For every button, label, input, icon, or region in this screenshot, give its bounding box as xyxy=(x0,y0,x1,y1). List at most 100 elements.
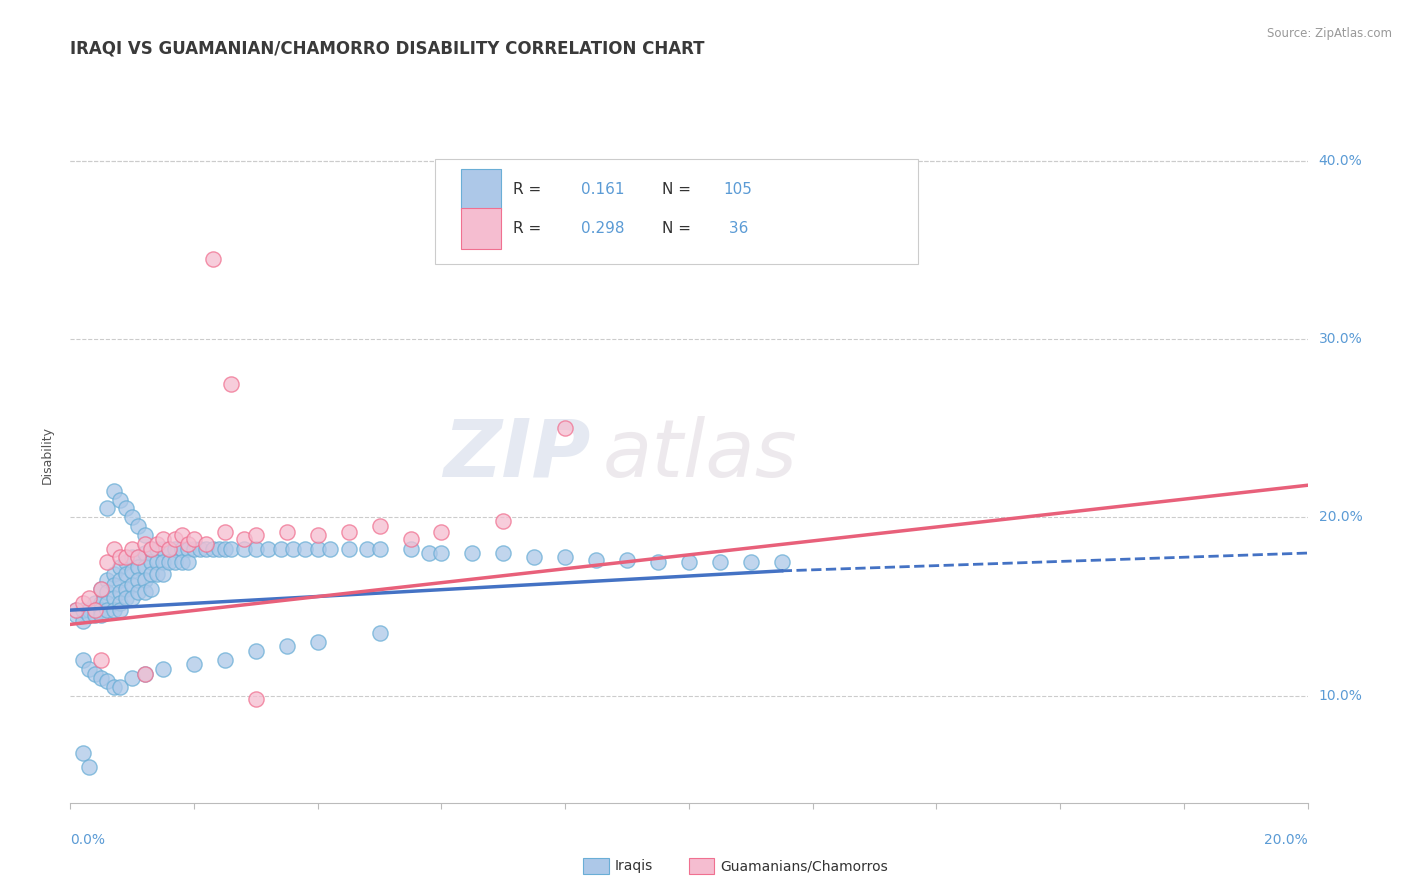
Point xyxy=(103,542,125,557)
Point xyxy=(77,662,100,676)
Point xyxy=(152,542,174,557)
Point xyxy=(84,608,107,623)
Point xyxy=(399,532,422,546)
Point xyxy=(127,573,149,587)
Point xyxy=(188,542,211,557)
Text: 36: 36 xyxy=(724,221,748,236)
Point xyxy=(72,603,94,617)
Point xyxy=(103,603,125,617)
Text: Source: ZipAtlas.com: Source: ZipAtlas.com xyxy=(1267,27,1392,40)
Point xyxy=(208,542,231,557)
Point xyxy=(183,542,205,557)
Point xyxy=(134,573,156,587)
Point xyxy=(77,760,100,774)
Text: ZIP: ZIP xyxy=(443,416,591,494)
Point xyxy=(139,582,162,596)
Point xyxy=(108,560,131,574)
Point xyxy=(307,635,329,649)
Point xyxy=(177,537,200,551)
Point xyxy=(281,542,304,557)
Text: N =: N = xyxy=(662,221,690,236)
Point xyxy=(96,555,118,569)
Point xyxy=(157,542,180,557)
Point xyxy=(77,591,100,605)
Text: R =: R = xyxy=(513,221,541,236)
Point xyxy=(740,555,762,569)
Point xyxy=(65,608,87,623)
Point xyxy=(152,662,174,676)
Point xyxy=(430,546,453,560)
Point xyxy=(115,549,138,564)
Point xyxy=(121,542,143,557)
Text: N =: N = xyxy=(662,182,690,196)
Point xyxy=(214,524,236,539)
Point xyxy=(770,555,793,569)
Point xyxy=(134,537,156,551)
Point xyxy=(492,546,515,560)
Point xyxy=(65,603,87,617)
Point xyxy=(84,667,107,681)
Text: Iraqis: Iraqis xyxy=(614,859,652,873)
Point xyxy=(121,591,143,605)
Point xyxy=(121,671,143,685)
Point xyxy=(90,608,112,623)
FancyBboxPatch shape xyxy=(436,159,918,263)
Point xyxy=(84,603,107,617)
Point xyxy=(121,564,143,578)
Point xyxy=(96,596,118,610)
Point xyxy=(157,555,180,569)
Point xyxy=(96,585,118,599)
Point xyxy=(183,657,205,671)
Point xyxy=(319,542,342,557)
Point xyxy=(399,542,422,557)
Point xyxy=(201,252,224,266)
Point xyxy=(134,585,156,599)
Point xyxy=(90,582,112,596)
Point xyxy=(84,596,107,610)
Point xyxy=(430,524,453,539)
Point xyxy=(139,555,162,569)
Point xyxy=(96,674,118,689)
Point xyxy=(108,549,131,564)
Point xyxy=(201,542,224,557)
Text: 105: 105 xyxy=(724,182,752,196)
Point xyxy=(214,542,236,557)
Point xyxy=(170,542,193,557)
Point xyxy=(257,542,280,557)
Point xyxy=(368,542,391,557)
Point xyxy=(585,553,607,567)
Text: 40.0%: 40.0% xyxy=(1319,153,1362,168)
Text: 0.298: 0.298 xyxy=(581,221,624,236)
Text: IRAQI VS GUAMANIAN/CHAMORRO DISABILITY CORRELATION CHART: IRAQI VS GUAMANIAN/CHAMORRO DISABILITY C… xyxy=(70,40,704,58)
Point xyxy=(127,549,149,564)
Point xyxy=(165,532,187,546)
Point xyxy=(103,483,125,498)
Point xyxy=(214,653,236,667)
Point xyxy=(554,549,576,564)
Point xyxy=(232,542,254,557)
Text: R =: R = xyxy=(513,182,541,196)
Point xyxy=(170,528,193,542)
Point xyxy=(134,667,156,681)
Point xyxy=(418,546,440,560)
Point xyxy=(337,542,360,557)
Point xyxy=(245,542,267,557)
Point xyxy=(103,578,125,592)
Text: 10.0%: 10.0% xyxy=(1319,689,1362,703)
Point xyxy=(72,614,94,628)
Point xyxy=(134,560,156,574)
Point xyxy=(177,542,200,557)
Point xyxy=(72,596,94,610)
Point xyxy=(115,501,138,516)
Point xyxy=(121,578,143,592)
Point xyxy=(121,510,143,524)
Point xyxy=(127,585,149,599)
Point xyxy=(103,680,125,694)
Point xyxy=(146,567,169,582)
Text: 30.0%: 30.0% xyxy=(1319,332,1362,346)
Point xyxy=(96,573,118,587)
Point xyxy=(245,528,267,542)
Point xyxy=(647,555,669,569)
Point xyxy=(115,582,138,596)
Point xyxy=(232,532,254,546)
